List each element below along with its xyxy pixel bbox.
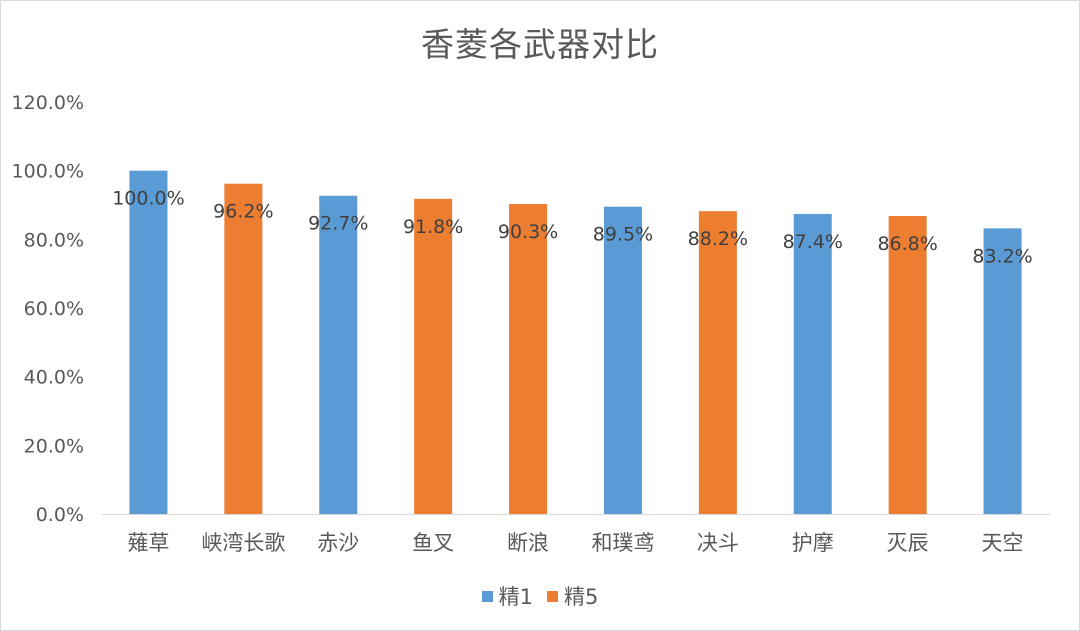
data-label: 91.8%: [403, 216, 463, 238]
data-label: 100.0%: [112, 188, 184, 210]
x-category-label: 鱼叉: [412, 531, 454, 555]
data-labels-group: 100.0% 96.2% 92.7% 91.8% 90.3% 89.5% 88.2% 87.4…: [112, 188, 1033, 268]
legend-label-series-1: 精1: [498, 585, 533, 609]
legend: 精1 精5: [0, 581, 1080, 611]
y-axis-ticks: 0.0% 20.0% 40.0% 60.0% 80.0% 100.0% 120.0%: [12, 92, 84, 526]
bar: [224, 183, 263, 515]
legend-item-series-2: 精5: [547, 581, 598, 611]
legend-swatch-series-1: [481, 590, 493, 602]
bars-group: [129, 170, 1022, 515]
bar: [414, 198, 453, 514]
bar: [319, 195, 358, 515]
y-tick-label: 0.0%: [36, 504, 84, 526]
data-label: 89.5%: [593, 224, 653, 246]
bar: [698, 211, 737, 514]
y-tick-label: 120.0%: [12, 92, 84, 114]
data-label: 92.7%: [308, 213, 368, 235]
legend-swatch-series-2: [547, 590, 558, 602]
x-category-label: 护摩: [792, 531, 834, 555]
bar: [793, 213, 832, 514]
bar: [888, 215, 927, 514]
bar: [983, 228, 1022, 514]
bar: [129, 170, 168, 514]
x-category-label: 天空: [982, 531, 1024, 555]
x-category-label: 决斗: [697, 531, 739, 555]
bar: [509, 203, 548, 514]
x-category-label: 薙草: [127, 531, 169, 555]
y-tick-label: 20.0%: [24, 435, 84, 457]
data-label: 83.2%: [972, 245, 1032, 267]
bar: [603, 206, 642, 514]
data-label: 90.3%: [498, 221, 558, 243]
legend-label-series-2: 精5: [564, 585, 599, 609]
x-category-label: 断浪: [507, 531, 549, 555]
x-category-label: 峡湾长歌: [201, 531, 285, 555]
y-tick-label: 80.0%: [24, 229, 84, 251]
data-label: 87.4%: [783, 231, 843, 253]
chart-title: 香菱各武器对比: [421, 25, 659, 64]
y-tick-label: 40.0%: [24, 367, 84, 389]
data-label: 88.2%: [688, 228, 748, 250]
x-category-label: 灭辰: [887, 531, 929, 555]
y-tick-label: 100.0%: [12, 161, 84, 183]
x-category-label: 和璞鸢: [591, 531, 654, 555]
x-category-label: 赤沙: [317, 531, 359, 555]
y-tick-label: 60.0%: [24, 298, 84, 320]
data-label: 96.2%: [213, 201, 273, 223]
data-label: 86.8%: [877, 233, 937, 255]
legend-item-series-1: 精1: [481, 581, 533, 611]
category-labels-group: 薙草 峡湾长歌 赤沙 鱼叉 断浪 和璞鸢 决斗 护摩 灭辰 天空: [127, 531, 1023, 555]
